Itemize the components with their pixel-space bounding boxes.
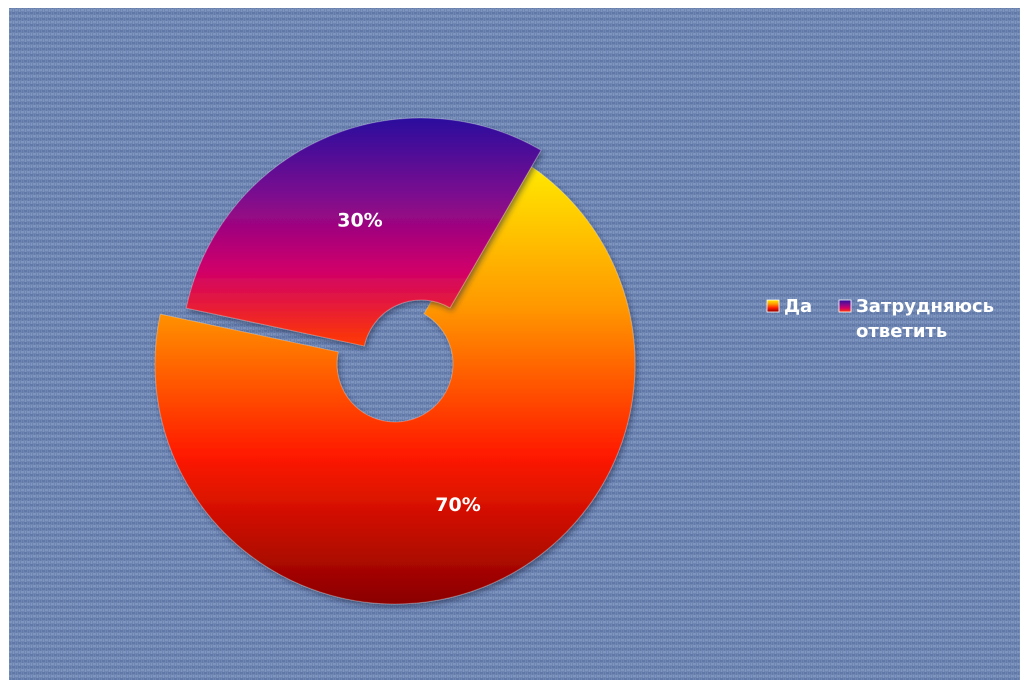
data-label-0: 70% [435,494,480,516]
legend-swatch-0 [766,299,780,313]
legend-label-1-line-1: ответить [856,321,947,342]
legend: Да Затрудняюсь ответить [766,296,994,342]
legend-label-0-line-0: Да [784,296,812,317]
pie-slice-1 [185,117,542,347]
legend-swatch-1 [838,299,852,313]
data-label-1: 30% [337,209,382,231]
pie-slice-0 [154,155,636,605]
legend-label-1-line-0: Затрудняюсь [856,296,994,317]
pie-slices [154,117,636,605]
data-labels: 70% 30% [337,209,481,516]
